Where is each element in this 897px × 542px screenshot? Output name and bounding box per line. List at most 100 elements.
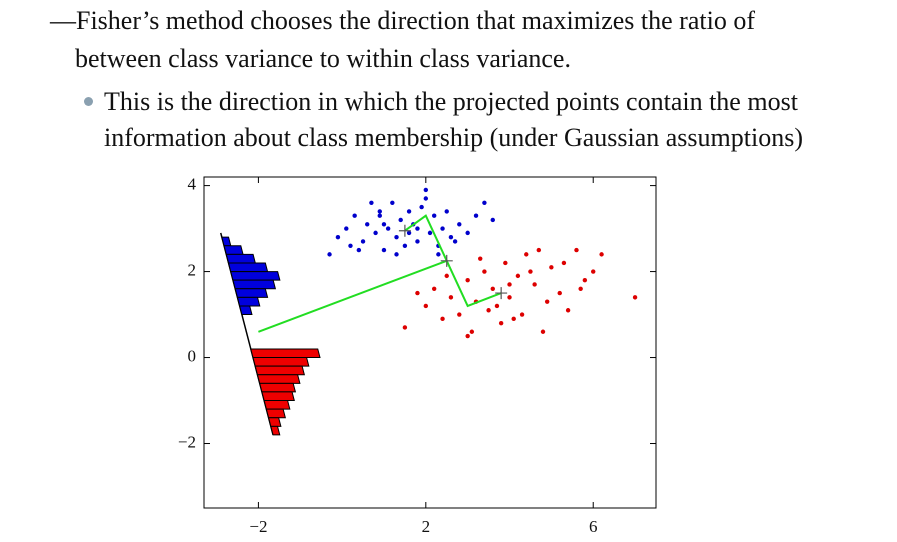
- histogram-bar: [270, 425, 281, 436]
- point: [515, 273, 521, 279]
- histogram-bar: [236, 296, 261, 307]
- point: [415, 226, 420, 231]
- mean-marker: [495, 287, 508, 300]
- x-tick-label: 2: [422, 517, 431, 536]
- histogram-bar: [234, 288, 269, 298]
- point: [457, 222, 462, 227]
- point: [444, 209, 449, 214]
- point: [423, 196, 429, 201]
- point: [557, 290, 562, 296]
- point: [490, 286, 495, 291]
- point: [356, 247, 362, 253]
- point: [440, 316, 445, 322]
- point: [591, 269, 596, 274]
- y-tick-label: 2: [188, 260, 197, 279]
- point: [377, 209, 382, 214]
- point: [431, 286, 437, 291]
- point: [406, 230, 412, 236]
- point: [423, 303, 429, 309]
- point: [540, 329, 546, 334]
- point: [486, 308, 491, 313]
- point: [436, 252, 441, 257]
- plot-frame: [203, 176, 657, 509]
- point: [465, 277, 470, 283]
- mean-marker: [398, 224, 411, 237]
- point: [565, 308, 571, 313]
- point: [365, 222, 370, 227]
- point: [469, 329, 475, 334]
- point: [394, 252, 399, 257]
- point: [452, 239, 458, 244]
- point: [536, 247, 542, 253]
- point: [507, 282, 512, 287]
- point: [390, 200, 395, 205]
- y-tick-label: −2: [178, 432, 196, 451]
- histogram-bar: [223, 245, 244, 255]
- histogram-bar: [227, 262, 269, 273]
- point: [406, 209, 412, 214]
- point: [402, 325, 408, 330]
- point: [599, 252, 604, 257]
- point: [360, 239, 366, 244]
- x-tick-label: 6: [589, 517, 598, 536]
- y-tick-label: 0: [188, 346, 197, 365]
- point: [478, 256, 483, 261]
- point: [482, 269, 487, 274]
- point: [482, 200, 487, 205]
- point: [511, 316, 516, 322]
- point: [532, 282, 537, 287]
- point: [578, 286, 583, 291]
- histogram-bar: [250, 348, 321, 359]
- point: [444, 273, 449, 279]
- text-line: —Fisher’s method chooses the direction t…: [50, 6, 755, 35]
- point: [394, 234, 399, 240]
- histogram-bar: [261, 391, 295, 402]
- point: [381, 247, 387, 253]
- point: [440, 226, 445, 231]
- point: [415, 239, 420, 244]
- point: [348, 243, 353, 248]
- point: [369, 200, 374, 205]
- point: [402, 243, 408, 248]
- point: [632, 295, 638, 300]
- point: [419, 204, 424, 210]
- text-line: between class variance to within class v…: [75, 44, 571, 73]
- point: [381, 222, 387, 227]
- mean-marker: [440, 254, 453, 267]
- point: [352, 213, 357, 218]
- histogram-bar: [230, 271, 281, 281]
- point: [528, 269, 533, 274]
- point: [494, 303, 500, 309]
- point: [503, 260, 508, 266]
- point: [549, 265, 554, 270]
- point: [423, 187, 429, 193]
- point: [498, 320, 504, 326]
- point: [431, 213, 437, 218]
- projection-line: [258, 259, 448, 333]
- point: [465, 333, 470, 339]
- histogram-bar: [239, 305, 253, 316]
- point: [448, 234, 454, 240]
- point: [373, 230, 378, 236]
- x-tick-label: −2: [249, 517, 267, 536]
- point: [473, 213, 479, 218]
- point: [524, 252, 529, 257]
- histogram-bar: [254, 365, 305, 376]
- histogram-bar: [232, 279, 277, 290]
- histogram-bar: [252, 357, 310, 367]
- point: [490, 217, 495, 223]
- histogram-bar: [256, 374, 301, 384]
- y-tick-label: 4: [188, 175, 197, 194]
- histogram-bar: [259, 382, 297, 393]
- bullet-text: This is the direction in which the proje…: [104, 87, 798, 116]
- bullet: [84, 97, 93, 106]
- point: [507, 295, 512, 300]
- histogram-bar: [267, 417, 282, 427]
- point: [582, 277, 588, 283]
- point: [335, 234, 341, 240]
- point: [427, 230, 433, 236]
- histogram-bar: [263, 400, 291, 410]
- histogram-bar: [225, 253, 256, 264]
